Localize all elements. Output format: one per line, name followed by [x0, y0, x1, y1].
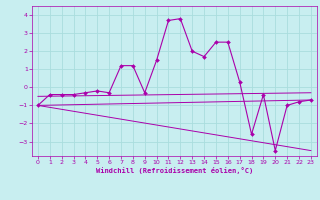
X-axis label: Windchill (Refroidissement éolien,°C): Windchill (Refroidissement éolien,°C) [96, 167, 253, 174]
